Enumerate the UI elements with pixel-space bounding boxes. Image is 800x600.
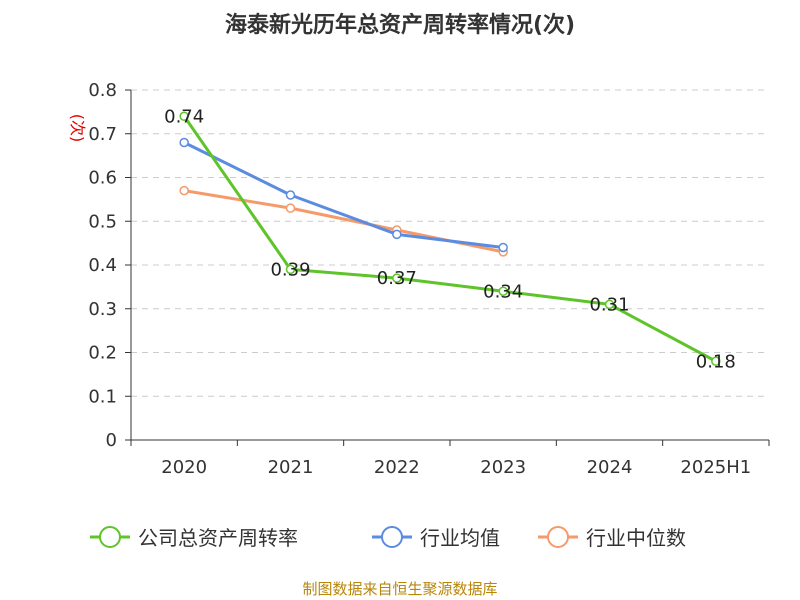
legend-label: 行业均值 [420,526,500,550]
data-point [285,203,296,213]
data-label: 0.34 [483,281,523,302]
data-point [604,299,615,310]
legend-marker [547,526,569,548]
y-tick-label: 0.8 [88,80,117,101]
data-point [285,264,296,275]
data-point [179,137,189,148]
legend-marker [99,526,121,548]
data-point [498,242,508,253]
y-tick-label: 0.1 [88,386,117,407]
x-tick-label: 2024 [587,457,633,478]
grid-lines [131,89,769,397]
x-tick-label: 2022 [374,457,420,478]
y-tick-label: 0.6 [88,168,117,189]
series-line [183,141,504,249]
data-label: 0.37 [377,268,417,289]
data-point [285,190,296,200]
data-label: 0.39 [270,259,310,280]
x-tick-label: 2021 [268,457,314,478]
data-point [711,356,721,366]
y-tick-label: 0 [106,430,117,451]
x-tick-label: 2025H1 [680,457,751,478]
y-tick-label: 0.5 [88,211,117,232]
y-tick-label: 0.4 [88,255,117,276]
series-lines [179,111,721,366]
axes: 0 0.1 0.2 0.3 0.4 0.5 0.6 0.7 0.8 2020 2021 2022 202… [88,80,770,478]
series-line [182,115,717,363]
data-label: 0.18 [696,351,736,372]
legend-label: 公司总资产周转率 [138,526,298,550]
legend-label: 行业中位数 [586,526,686,550]
y-tick-label: 0.7 [88,124,117,145]
data-label: 0.31 [589,294,629,315]
x-tick-label: 2023 [480,457,526,478]
y-tick-label: 0.2 [88,343,117,364]
data-point [392,273,402,283]
data-point [179,185,189,196]
data-label: 0.74 [164,106,204,127]
x-tick-label: 2020 [161,457,207,478]
data-point [392,229,402,240]
data-point [179,111,189,121]
y-tick-label: 0.3 [88,299,117,320]
y-axis-unit-label: (次) [68,114,87,143]
legend-marker [381,526,403,548]
legend: 公司总资产周转率 行业均值 行业中位数 [90,526,686,550]
source-note: 制图数据来自恒生聚源数据库 [302,580,497,598]
data-point [498,286,508,296]
chart-title: 海泰新光历年总资产周转率情况(次) [225,12,575,38]
data-labels: 0.74 0.39 0.37 0.34 0.31 0.18 [164,106,736,372]
